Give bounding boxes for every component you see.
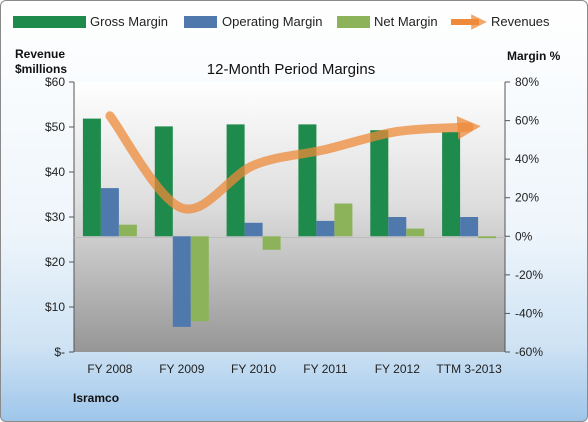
bar-operating-margin-fy-2012 xyxy=(388,217,407,237)
bar-operating-margin-fy-2008 xyxy=(100,188,119,237)
right-axis-ticks: -60% -40% -20% 0% 20% 40% 60% 80% xyxy=(505,75,543,359)
legend-label-revenues: Revenues xyxy=(491,14,550,29)
left-axis-label-line1: Revenue xyxy=(15,47,65,61)
right-tick-label: -60% xyxy=(515,345,543,359)
revenue-point-fy-2008 xyxy=(109,115,111,117)
left-tick-label: $50 xyxy=(45,120,65,134)
category-labels: FY 2008 FY 2009 FY 2010 FY 2011 FY 2012 TTM 3… xyxy=(87,362,502,376)
left-tick-label: $60 xyxy=(45,75,65,89)
legend-swatch-operating-margin xyxy=(184,16,217,28)
category-label-fy-2009: FY 2009 xyxy=(159,362,204,376)
revenue-point-fy-2009 xyxy=(181,207,183,209)
left-axis-label-line2: $millions xyxy=(15,62,67,76)
left-tick-label: $30 xyxy=(45,210,65,224)
bar-operating-margin-fy-2009 xyxy=(172,236,191,327)
bar-gross-margin-ttm-3-2013 xyxy=(442,132,461,237)
right-axis-label: Margin % xyxy=(507,49,561,63)
legend-label-net-margin: Net Margin xyxy=(374,14,438,29)
revenue-point-fy-2011 xyxy=(324,149,326,151)
right-tick-label: 80% xyxy=(515,75,539,89)
legend-label-gross-margin: Gross Margin xyxy=(90,14,168,29)
left-tick-label: $40 xyxy=(45,165,65,179)
revenue-series-line xyxy=(105,111,481,214)
plot-area xyxy=(74,82,505,352)
category-label-ttm-3-2013: TTM 3-2013 xyxy=(436,362,502,376)
bar-net-margin-fy-2009 xyxy=(190,236,209,322)
company-name: Isramco xyxy=(73,391,119,405)
revenue-point-fy-2012 xyxy=(396,131,398,133)
right-tick-label: 40% xyxy=(515,152,539,166)
bar-gross-margin-fy-2009 xyxy=(154,126,173,237)
revenue-point-fy-2010 xyxy=(253,164,255,166)
chart-title: 12-Month Period Margins xyxy=(207,61,375,78)
bar-net-margin-ttm-3-2013 xyxy=(478,236,497,239)
bar-operating-margin-fy-2010 xyxy=(244,222,263,237)
bar-net-margin-fy-2011 xyxy=(334,203,353,237)
category-label-fy-2012: FY 2012 xyxy=(375,362,420,376)
bar-net-margin-fy-2008 xyxy=(118,224,137,237)
category-label-fy-2011: FY 2011 xyxy=(303,362,348,376)
legend-swatch-net-margin xyxy=(337,16,370,28)
bar-net-margin-fy-2012 xyxy=(406,228,425,237)
bar-operating-margin-fy-2011 xyxy=(316,220,335,237)
legend-label-operating-margin: Operating Margin xyxy=(222,14,322,29)
category-label-fy-2010: FY 2010 xyxy=(231,362,276,376)
left-tick-label: $20 xyxy=(45,255,65,269)
revenue-point-ttm-3-2013 xyxy=(468,126,470,128)
bar-gross-margin-fy-2012 xyxy=(370,130,389,237)
right-tick-label: -40% xyxy=(515,306,543,320)
bar-operating-margin-ttm-3-2013 xyxy=(460,217,479,237)
legend: Gross Margin Operating Margin Net Margin… xyxy=(13,14,550,30)
left-tick-label: $10 xyxy=(45,300,65,314)
right-tick-label: -20% xyxy=(515,268,543,282)
bar-gross-margin-fy-2011 xyxy=(298,124,317,237)
bar-gross-margin-fy-2008 xyxy=(82,118,101,237)
right-tick-label: 60% xyxy=(515,114,539,128)
right-tick-label: 0% xyxy=(515,229,533,243)
legend-swatch-gross-margin xyxy=(13,16,86,28)
bar-series xyxy=(82,118,497,327)
left-axis-ticks: $- $10 $20 $30 $40 $50 $60 xyxy=(45,75,74,359)
category-label-fy-2008: FY 2008 xyxy=(87,362,132,376)
bar-net-margin-fy-2010 xyxy=(262,236,281,250)
revenue-line xyxy=(105,111,481,214)
right-tick-label: 20% xyxy=(515,191,539,205)
left-tick-label: $- xyxy=(54,345,65,359)
